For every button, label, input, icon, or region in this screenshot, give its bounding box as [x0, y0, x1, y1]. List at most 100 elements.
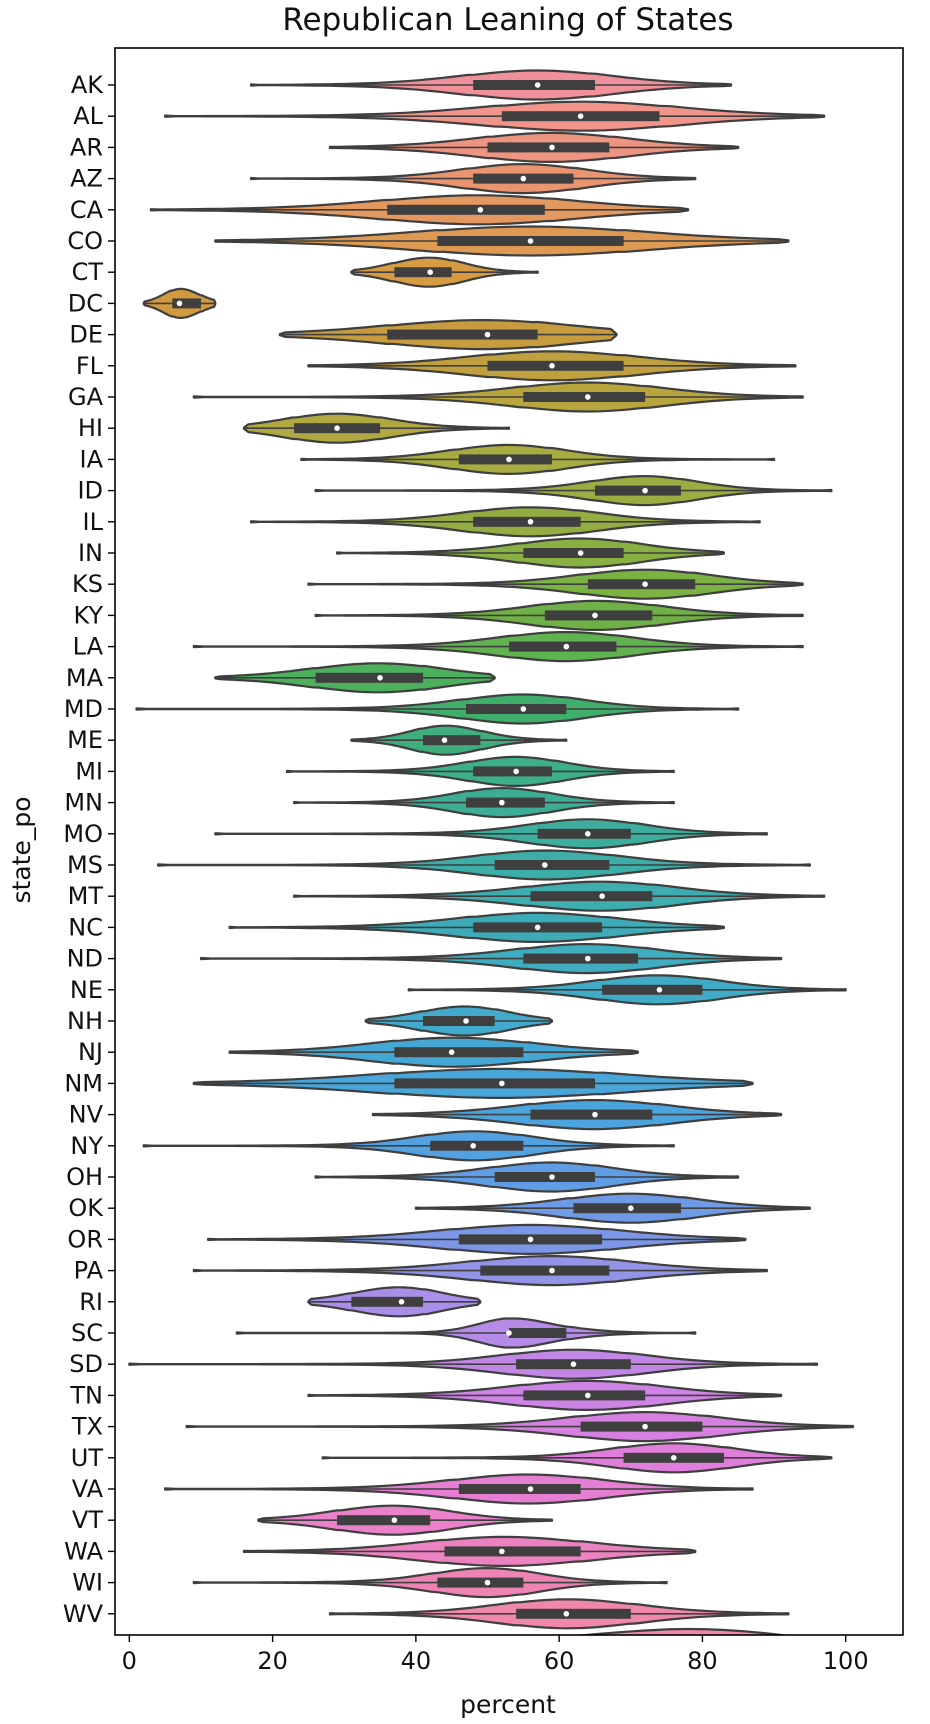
y-tick-label: AK [71, 71, 104, 99]
y-tick-label: TX [71, 1413, 103, 1441]
iqr-box [423, 1016, 495, 1026]
violin-me [350, 724, 568, 756]
iqr-box [530, 1109, 653, 1120]
median-marker [441, 737, 448, 743]
median-marker [585, 955, 591, 962]
x-tick-label: 80 [687, 1647, 718, 1675]
y-tick-label: IL [83, 508, 104, 536]
y-tick-label: MT [68, 882, 104, 910]
median-marker [542, 862, 548, 868]
iqr-box [602, 984, 703, 995]
median-marker [377, 675, 383, 681]
y-tick-group: AK AL AR AZ CA CO CT DC DE FL GA HI IA ID IL IN KS KY LA MA… [63, 71, 115, 1628]
median-marker [534, 924, 541, 931]
median-marker [585, 831, 591, 837]
median-marker [585, 394, 591, 400]
iqr-box [437, 1577, 524, 1588]
y-tick-label: PA [74, 1257, 104, 1285]
iqr-box [172, 298, 201, 309]
median-marker [549, 1267, 555, 1274]
iqr-box [387, 204, 545, 215]
violin-ga [192, 381, 804, 413]
violin-ut [321, 1442, 833, 1474]
iqr-box [544, 610, 653, 621]
median-marker [627, 1205, 634, 1211]
y-tick-label: GA [68, 383, 104, 411]
y-tick-label: WA [64, 1537, 103, 1565]
violin-al [164, 100, 826, 132]
y-tick-label: CA [70, 196, 104, 224]
violin-nm [192, 1067, 754, 1099]
y-tick-label: AZ [70, 165, 103, 193]
y-tick-label: DE [69, 321, 103, 349]
violin-ks [307, 568, 804, 600]
y-tick-label: AR [70, 133, 103, 161]
x-tick-label: 0 [122, 1647, 137, 1675]
x-tick-label: 100 [823, 1647, 869, 1675]
iqr-box [466, 704, 567, 714]
violin-partial [573, 1627, 790, 1635]
iqr-box [458, 454, 552, 465]
median-marker [570, 1361, 577, 1367]
iqr-box [394, 267, 452, 278]
iqr-box [523, 392, 646, 402]
median-marker [448, 1049, 455, 1055]
violin-ne [407, 974, 847, 1006]
violin-ms [156, 849, 811, 881]
median-marker [642, 1423, 648, 1430]
median-marker [499, 1548, 505, 1555]
iqr-box [516, 1608, 631, 1619]
iqr-box [473, 80, 595, 90]
y-tick-label: KY [73, 601, 103, 629]
violin-mn [293, 787, 675, 819]
y-tick-label: HI [78, 414, 103, 442]
iqr-box [466, 797, 545, 808]
y-tick-label: OR [67, 1225, 103, 1253]
violin-mo [214, 818, 768, 850]
y-tick-label: AL [73, 102, 103, 130]
violin-ma [214, 662, 496, 694]
iqr-box [458, 1484, 581, 1494]
median-marker [513, 768, 519, 775]
violin-tn [307, 1379, 783, 1411]
median-marker [549, 363, 555, 369]
median-marker [398, 1299, 405, 1305]
y-tick-label: MD [64, 695, 103, 723]
violin-oh [314, 1161, 740, 1193]
median-marker [549, 1174, 555, 1180]
y-tick-label: DC [68, 289, 103, 317]
violin-va [164, 1473, 754, 1505]
iqr-box [394, 1078, 595, 1089]
median-marker [642, 487, 648, 494]
median-marker [599, 893, 605, 899]
y-tick-label: WI [72, 1569, 103, 1597]
iqr-box [573, 1203, 681, 1214]
x-tick-label: 60 [544, 1647, 575, 1675]
violin-hi [242, 412, 511, 444]
y-tick-label: MS [67, 851, 103, 879]
iqr-box [580, 1421, 703, 1432]
y-tick-label: NM [64, 1069, 103, 1097]
violin-ar [328, 131, 740, 163]
y-tick-label: WV [63, 1600, 104, 1628]
median-marker [391, 1517, 398, 1523]
y-tick-label: CO [67, 227, 103, 255]
violin-fl [307, 350, 797, 382]
y-tick-label: IN [78, 539, 103, 567]
y-tick-label: MI [75, 757, 103, 785]
iqr-box [487, 142, 610, 153]
x-axis-label: percent [460, 1690, 556, 1719]
iqr-box [494, 860, 610, 870]
iqr-box [523, 953, 638, 964]
median-marker [477, 207, 484, 213]
violin-wi [192, 1567, 668, 1599]
violin-dc [142, 287, 217, 319]
violin-nc [228, 911, 725, 943]
y-tick-label: OH [66, 1163, 103, 1191]
median-marker [656, 987, 663, 993]
iqr-box [423, 735, 481, 746]
x-tick-group: 0 20 40 60 80 100 [122, 1635, 869, 1675]
iqr-box [587, 579, 696, 590]
median-marker [592, 612, 598, 619]
